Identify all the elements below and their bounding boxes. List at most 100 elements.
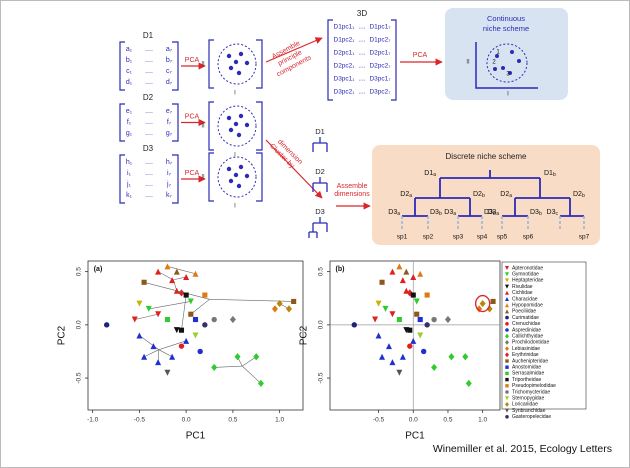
matrix-cell: c₇: [166, 68, 173, 75]
legend-marker: [505, 390, 509, 394]
point: [188, 312, 193, 317]
legend-label: Callichthyidae: [512, 334, 543, 340]
matrix-cell: j₇: [166, 181, 172, 188]
legend-label: Gasteropelecidae: [512, 414, 551, 420]
point: [202, 293, 207, 298]
point: [179, 343, 184, 348]
node-label-sub: a: [397, 211, 400, 217]
scheme-dot: [501, 66, 505, 70]
node-label-main: D3: [547, 209, 556, 216]
node-label-main: D3: [487, 209, 496, 216]
node-label-sub: b: [482, 193, 485, 199]
node-label-main: D2: [473, 191, 482, 198]
point: [211, 317, 216, 322]
x-tick-label: 0.5: [443, 417, 452, 424]
matrix-title: D1: [143, 31, 154, 40]
point: [291, 299, 296, 304]
legend-label: Auchenipteridae: [512, 358, 548, 364]
node-label-sub: a: [496, 211, 499, 217]
node-label-main: D3: [530, 209, 539, 216]
legend-label: Synbranchidae: [512, 408, 546, 414]
legend-label: Anostomidae: [512, 365, 541, 371]
y-axis-title: PC2: [299, 325, 310, 345]
y-axis-title: PC2: [57, 325, 68, 345]
matrix-cell: g₁: [126, 130, 133, 137]
matrix-ellipsis: ....: [145, 79, 153, 86]
node-label-main: D3: [444, 209, 453, 216]
point: [418, 317, 423, 322]
legend-label: Rivulidae: [512, 284, 533, 290]
node-label-sub: b: [539, 211, 542, 217]
point: [424, 322, 429, 327]
point: [202, 322, 207, 327]
point: [397, 317, 402, 322]
legend-label: Erythrinidae: [512, 352, 539, 358]
matrix-cell: D1pc2₇: [369, 37, 390, 44]
matrix-title: 3D: [357, 9, 367, 18]
x-tick-label: 0.0: [182, 417, 191, 424]
legend-marker: [505, 366, 508, 369]
y-tick-label: 0.0: [76, 320, 83, 329]
mini-dot: [237, 71, 241, 75]
node-label-sub: a: [433, 172, 436, 178]
point: [184, 293, 189, 298]
axis-label: II: [466, 60, 470, 66]
point: [197, 349, 202, 354]
matrix-cell: d₁: [126, 79, 133, 86]
point: [407, 343, 412, 348]
matrix-cell: h₇: [166, 159, 173, 166]
pca-label: PCA: [185, 57, 200, 64]
legend-label: Loricariidae: [512, 402, 538, 408]
matrix-cell: D2pc1₁: [334, 50, 356, 57]
citation: Winemiller et al. 2015, Ecology Letters: [433, 443, 612, 455]
scheme-dot: [517, 59, 521, 63]
matrix-ellipsis: ....: [358, 24, 365, 31]
matrix-ellipsis: ....: [358, 89, 365, 96]
arrow-label: Assemble: [337, 183, 368, 190]
scheme-dot: [493, 67, 497, 71]
matrix-ellipsis: ....: [358, 63, 365, 70]
legend-marker: [505, 316, 509, 320]
node-label-main: D1: [544, 170, 553, 177]
pca-label: PCA: [185, 170, 200, 177]
matrix-cell: d₇: [166, 79, 173, 86]
mini-dot: [237, 184, 241, 188]
matrix-cell: k₇: [166, 192, 173, 199]
legend-marker: [505, 384, 508, 387]
mini-dot: [245, 61, 249, 65]
matrix-cell: b₁: [126, 57, 133, 64]
point: [142, 280, 147, 285]
mini-dot: [245, 123, 249, 127]
mini-dot: [237, 133, 241, 137]
mini-dot: [239, 52, 243, 56]
point: [179, 328, 184, 333]
dendrogram-title: D3: [315, 207, 325, 216]
mini-dot: [229, 66, 233, 70]
matrix-ellipsis: ....: [145, 192, 153, 199]
matrix-cell: D3pc1₁: [334, 76, 356, 83]
scheme-dot: [510, 50, 514, 54]
y-tick-label: 0.5: [76, 267, 83, 276]
legend-label: Gymnotidae: [512, 272, 539, 278]
legend-marker: [505, 415, 509, 419]
mini-dot: [227, 54, 231, 58]
node-label-sub: b: [582, 193, 585, 199]
matrix-cell: b₇: [166, 57, 173, 64]
matrix-cell: f₇: [167, 119, 172, 126]
leaf-label: sp1: [397, 234, 408, 241]
x-tick-label: 0.0: [409, 417, 418, 424]
matrix-ellipsis: ....: [145, 119, 153, 126]
legend-label: Pseudopimelodidae: [512, 383, 556, 389]
matrix-title: D3: [143, 144, 154, 153]
point: [414, 312, 419, 317]
mini-dot: [234, 173, 238, 177]
matrix-title: D2: [143, 93, 154, 102]
node-label-main: D2: [573, 191, 582, 198]
matrix-cell: i₇: [167, 170, 172, 177]
mini-dot: [239, 165, 243, 169]
panel-label: (a): [94, 266, 103, 273]
matrix-ellipsis: ....: [358, 50, 365, 57]
matrix-cell: a₁: [126, 46, 133, 53]
point: [407, 328, 412, 333]
matrix-ellipsis: ....: [358, 76, 365, 83]
